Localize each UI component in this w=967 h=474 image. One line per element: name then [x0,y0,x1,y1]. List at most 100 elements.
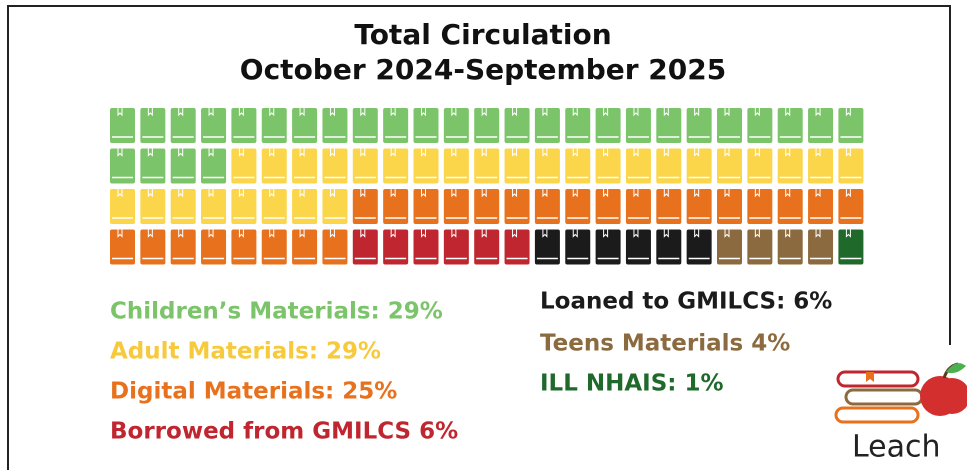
book [231,148,257,184]
bookmark [390,148,396,157]
book [838,229,864,265]
book [777,229,803,265]
book-icon [352,229,378,265]
bookmark [451,229,457,238]
bookmark [512,189,518,198]
bookmark [421,229,426,238]
book-icon [413,148,439,184]
book [201,229,227,265]
book-icon [534,189,560,224]
book-icon [352,148,378,184]
book [261,229,287,265]
bookmark [785,148,791,157]
book-icon [231,189,257,224]
book [656,108,682,143]
book-icon [808,229,834,265]
book-icon [838,189,864,224]
book-icon [565,229,591,265]
book-icon [686,229,712,265]
bookmark [754,108,760,117]
book-icon [383,108,409,143]
book-icon [201,229,227,265]
book [140,148,166,184]
bookmark [542,108,548,117]
book-icon [322,108,348,143]
book [383,189,409,224]
book [292,108,318,143]
bookmark [117,108,123,117]
bookmark [724,229,730,238]
book [808,148,834,184]
book-icon [231,108,257,143]
bookmark [663,189,669,198]
book [383,148,409,184]
bookmark [845,189,851,198]
bookmark [815,108,821,117]
book [413,108,439,143]
bookmark [754,229,760,238]
book [595,189,621,224]
book-icon [140,229,166,265]
book [292,189,318,224]
book [413,148,439,184]
bookmark [633,229,639,238]
book-icon [808,108,834,143]
bookmark [663,148,669,157]
book-icon [565,108,591,143]
bookmark [208,148,214,157]
book [261,108,287,143]
book [534,189,560,224]
bookmark [785,189,791,198]
book-icon [443,189,469,224]
legend-label: Borrowed from GMILCS 6% [110,419,458,445]
book [443,229,469,265]
bookmark [572,229,578,238]
book [838,189,864,224]
book-icon [686,189,712,224]
bookmark [603,108,609,117]
bookmark [694,229,700,238]
book-icon [625,148,651,184]
book [140,229,166,265]
book [201,108,227,143]
book-icon [292,189,318,224]
book [231,108,257,143]
bookmark [724,148,730,157]
book [656,189,682,224]
bookmark [269,189,275,198]
book [261,189,287,224]
book [686,148,712,184]
book [383,108,409,143]
book [322,108,348,143]
bookmark [845,229,851,238]
book [170,189,196,224]
book-icon [231,148,257,184]
book-icon [504,189,530,224]
book-icon [292,108,318,143]
bookmark [390,229,396,238]
book [474,189,500,224]
book-icon [292,229,318,265]
legend-label: Teens Materials 4% [540,331,790,357]
bookmark [815,229,821,238]
book-icon [140,148,166,184]
book [625,189,651,224]
bookmark [633,108,639,117]
bookmark [785,108,791,117]
book-icon [383,148,409,184]
book [777,189,803,224]
book-icon [413,229,439,265]
book-icon [170,229,196,265]
book [474,108,500,143]
book [231,189,257,224]
book-icon [231,229,257,265]
book [443,108,469,143]
book [595,148,621,184]
bookmark [390,108,396,117]
legend-label: Loaned to GMILCS: 6% [540,289,832,315]
book-icon [717,148,742,184]
bookmark [238,108,244,117]
bookmark [603,189,609,198]
book [352,229,378,265]
